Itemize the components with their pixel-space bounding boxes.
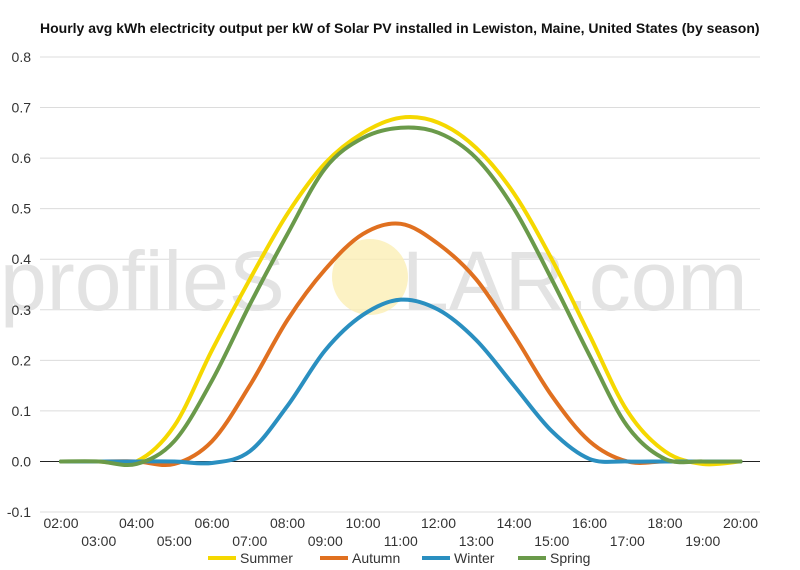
x-tick-label: 20:00 (723, 515, 758, 531)
watermark-text-left: profileS (0, 234, 285, 328)
series-line-summer (59, 115, 743, 467)
series-lines (59, 115, 743, 468)
y-tick-label: 0.0 (12, 453, 32, 469)
x-tick-label: 18:00 (647, 515, 682, 531)
x-tick-label: 17:00 (610, 533, 645, 549)
x-tick-label: 11:00 (384, 533, 418, 549)
watermark: profileS LAR.com (0, 234, 747, 328)
x-tick-label: 09:00 (308, 533, 343, 549)
legend-label-winter: Winter (454, 550, 495, 566)
y-axis-ticks: -0.1 0.0 0.1 0.2 0.3 0.4 0.5 0.6 0.7 0.8 (7, 49, 31, 520)
series-line-spring (59, 125, 743, 468)
x-tick-label: 06:00 (194, 515, 229, 531)
legend-label-summer: Summer (240, 550, 293, 566)
series-line-winter (59, 297, 743, 466)
x-tick-label: 15:00 (534, 533, 569, 549)
watermark-text-right: LAR.com (402, 234, 747, 328)
x-tick-label: 19:00 (685, 533, 720, 549)
x-tick-label: 10:00 (345, 515, 380, 531)
chart-title: Hourly avg kWh electricity output per kW… (40, 20, 760, 36)
y-tick-label: 0.5 (12, 201, 32, 217)
x-tick-label: 03:00 (81, 533, 116, 549)
watermark-sun-icon (332, 239, 408, 315)
y-tick-label: -0.1 (7, 504, 31, 520)
y-tick-label: 0.2 (12, 352, 32, 368)
y-tick-label: 0.7 (12, 100, 32, 116)
x-axis-ticks: 02:0003:0004:0005:0006:0007:0008:0009:00… (43, 515, 758, 549)
legend-label-spring: Spring (550, 550, 590, 566)
x-tick-label: 13:00 (459, 533, 494, 549)
x-tick-label: 05:00 (157, 533, 192, 549)
y-tick-label: 0.4 (12, 251, 32, 267)
x-tick-label: 04:00 (119, 515, 154, 531)
y-tick-label: 0.1 (12, 403, 32, 419)
x-tick-label: 14:00 (496, 515, 531, 531)
x-tick-label: 08:00 (270, 515, 305, 531)
x-tick-label: 07:00 (232, 533, 267, 549)
x-tick-label: 16:00 (572, 515, 607, 531)
y-tick-label: 0.6 (12, 150, 32, 166)
y-tick-label: 0.3 (12, 302, 32, 318)
x-tick-label: 12:00 (421, 515, 456, 531)
x-tick-label: 02:00 (43, 515, 78, 531)
legend-label-autumn: Autumn (352, 550, 400, 566)
legend: Summer Autumn Winter Spring (208, 550, 590, 566)
y-tick-label: 0.8 (12, 49, 32, 65)
